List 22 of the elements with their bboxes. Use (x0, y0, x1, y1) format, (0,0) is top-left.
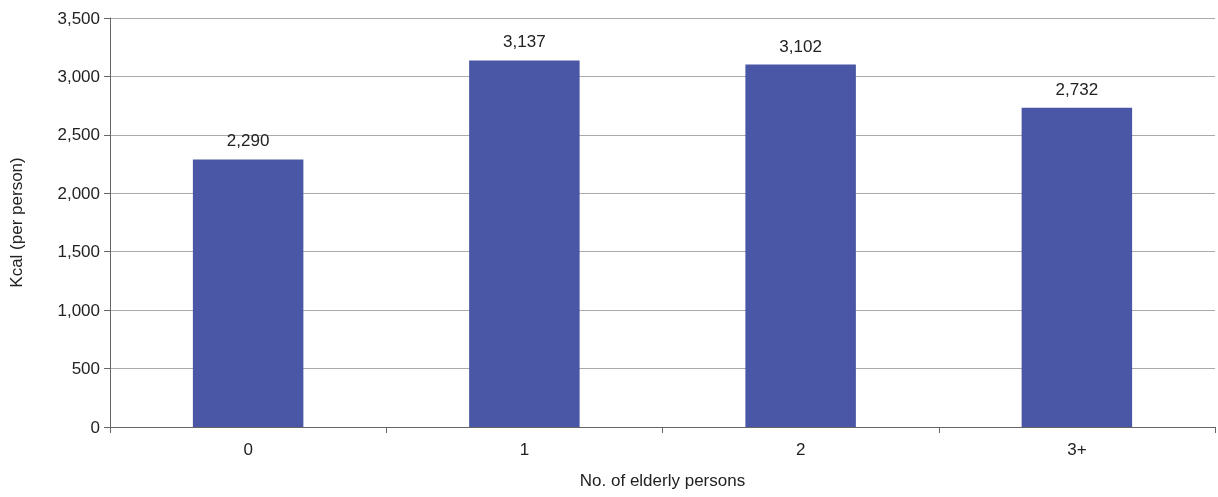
bar (192, 159, 304, 427)
y-tick-label: 3,500 (57, 8, 100, 28)
bar (1021, 107, 1133, 427)
y-tick-label: 0 (90, 417, 100, 437)
y-tick-label: 2,000 (57, 183, 100, 203)
data-label: 2,290 (226, 131, 270, 151)
y-tick-label: 3,000 (57, 66, 100, 86)
data-label: 3,102 (779, 36, 822, 56)
y-tick-label: 1,000 (57, 300, 100, 320)
x-tick-label: 3+ (1067, 440, 1087, 459)
y-axis-title: Kcal (per person) (7, 157, 26, 288)
y-tick-label: 500 (71, 359, 100, 379)
x-tick-label: 1 (519, 440, 530, 459)
y-tick-label: 2,500 (57, 125, 100, 145)
x-axis-title: No. of elderly persons (579, 471, 746, 490)
x-tick-label: 2 (795, 440, 806, 459)
data-label: 3,137 (503, 32, 546, 52)
bar (469, 60, 580, 427)
y-tick-label: 1,500 (57, 242, 100, 262)
bar (745, 64, 856, 427)
data-label: 2,732 (1055, 79, 1099, 99)
x-tick-label: 0 (243, 440, 253, 459)
